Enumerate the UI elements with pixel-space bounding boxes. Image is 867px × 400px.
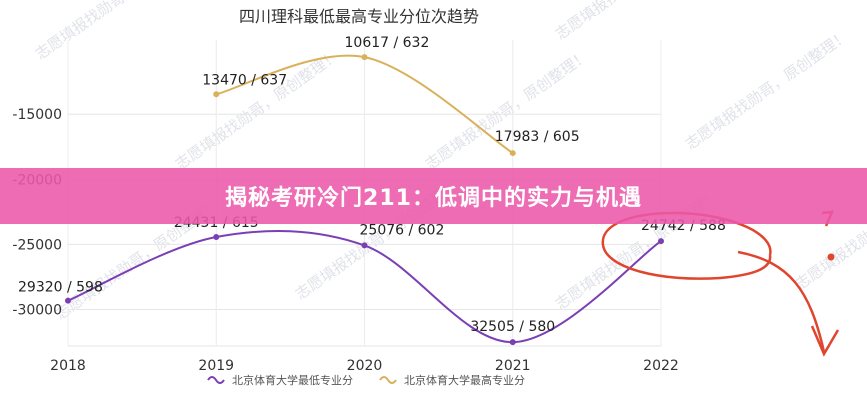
legend-label: 北京体育大学最低专业分 xyxy=(232,373,353,387)
data-point xyxy=(65,297,71,304)
watermark-text: 志愿填报找勋哥，原创整理！ xyxy=(422,47,592,174)
data-label: 10617 / 632 xyxy=(345,35,430,51)
data-label: 13470 / 637 xyxy=(202,72,287,88)
data-point xyxy=(509,339,516,346)
data-label: 17983 / 605 xyxy=(495,129,580,145)
data-point xyxy=(361,242,368,249)
legend-swatch xyxy=(207,376,225,384)
x-tick-label: 2020 xyxy=(347,358,383,374)
data-point xyxy=(658,238,664,245)
data-point xyxy=(213,234,220,241)
data-label: 29320 / 598 xyxy=(18,280,103,296)
legend: 北京体育大学最低专业分 北京体育大学最高专业分 xyxy=(207,373,525,387)
watermark-text: 志愿填报找勋哥，原创整理！ xyxy=(552,0,722,43)
data-point xyxy=(213,91,220,98)
chart-title: 四川理科最低最高专业分位次趋势 xyxy=(239,7,479,26)
legend-label: 北京体育大学最高专业分 xyxy=(404,373,525,387)
title-banner: 揭秘考研冷门211：低调中的实力与机遇 xyxy=(0,168,867,224)
x-tick-label: 2019 xyxy=(198,358,234,374)
y-tick-label: -25000 xyxy=(12,237,62,253)
data-label: 25076 / 602 xyxy=(360,222,445,238)
watermark-text: 志愿填报找勋哥，原创整理！ xyxy=(172,47,342,174)
annotation-arrowhead xyxy=(810,325,840,357)
x-tick-label: 2021 xyxy=(495,358,531,374)
y-tick-label: -15000 xyxy=(12,107,62,123)
data-label: 32505 / 580 xyxy=(470,319,555,335)
data-point xyxy=(509,150,516,157)
watermark-text: 志愿填报找勋哥，原创整理！ xyxy=(682,27,852,154)
annotation-dot xyxy=(827,253,835,261)
banner-text: 揭秘考研冷门211：低调中的实力与机遇 xyxy=(225,186,642,211)
x-tick-label: 2022 xyxy=(643,358,679,374)
x-tick-label: 2018 xyxy=(50,358,86,374)
data-point xyxy=(361,54,368,61)
series-points xyxy=(65,54,664,346)
legend-swatch xyxy=(379,376,397,384)
x-axis-ticks: 2018 2019 2020 2021 2022 xyxy=(50,358,679,374)
y-tick-label: -30000 xyxy=(12,303,62,319)
watermark-text: 志愿填报找勋哥，原创整理！ xyxy=(32,0,202,63)
annotation-arrow-line xyxy=(737,250,826,353)
